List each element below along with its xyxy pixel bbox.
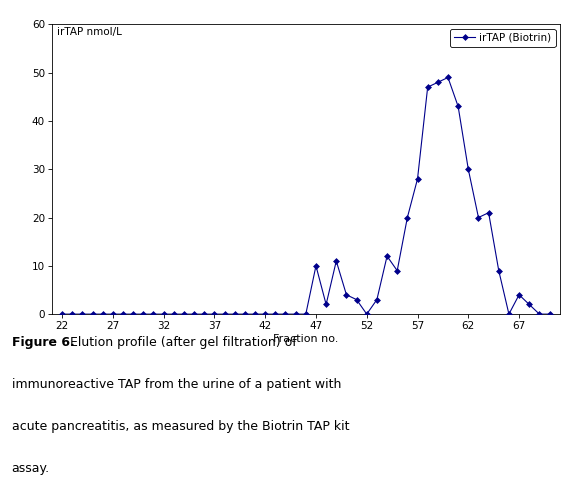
Text: Elution profile (after gel filtration) of: Elution profile (after gel filtration) o… (66, 336, 297, 349)
Legend: irTAP (Biotrin): irTAP (Biotrin) (450, 29, 556, 47)
Text: immunoreactive TAP from the urine of a patient with: immunoreactive TAP from the urine of a p… (12, 378, 341, 391)
Text: irTAP nmol/L: irTAP nmol/L (57, 27, 122, 37)
X-axis label: Fraction no.: Fraction no. (273, 334, 339, 344)
Text: acute pancreatitis, as measured by the Biotrin TAP kit: acute pancreatitis, as measured by the B… (12, 420, 349, 433)
Text: Figure 6.: Figure 6. (12, 336, 74, 349)
Text: assay.: assay. (12, 462, 50, 475)
